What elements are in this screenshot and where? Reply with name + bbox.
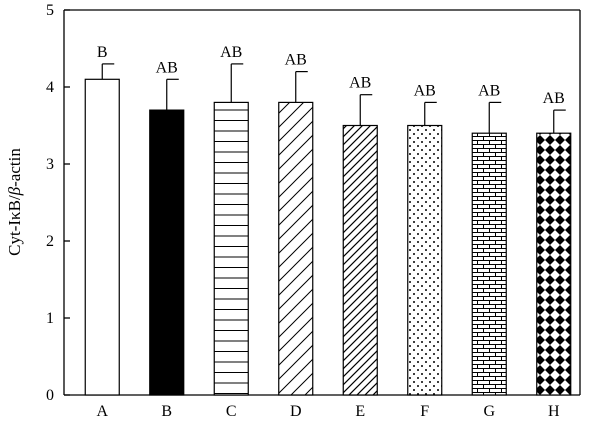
significance-label-E: AB <box>349 75 371 92</box>
bar-D <box>278 101 314 396</box>
significance-label-F: AB <box>414 82 436 99</box>
y-tick-label: 2 <box>46 233 54 250</box>
y-axis-label-suffix: -actin <box>5 148 24 187</box>
error-bars <box>101 63 566 134</box>
x-tick-label: A <box>96 403 108 420</box>
bar-B <box>149 109 185 396</box>
x-ticks: A B C D E F G H <box>96 403 560 420</box>
x-tick-label: E <box>355 403 365 420</box>
y-tick-label: 0 <box>46 387 54 404</box>
y-axis-label: Cyt-IκB/β-actin <box>5 148 24 256</box>
x-tick-label: H <box>548 403 560 420</box>
x-tick-label: F <box>420 403 429 420</box>
significance-label-B: AB <box>156 59 178 76</box>
significance-label-G: AB <box>478 82 500 99</box>
y-tick-label: 3 <box>46 156 54 173</box>
bar-E <box>342 124 378 396</box>
significance-label-C: AB <box>220 44 242 61</box>
significance-label-D: AB <box>285 52 307 69</box>
x-tick-label: G <box>483 403 495 420</box>
bar-H <box>536 132 572 396</box>
y-axis-label-italic: β <box>5 186 24 196</box>
x-tick-label: D <box>290 403 302 420</box>
y-tick-label: 1 <box>46 310 54 327</box>
x-tick-label: B <box>161 403 172 420</box>
bar-F <box>407 124 443 396</box>
y-tick-label: 5 <box>46 2 54 19</box>
significance-label-A: B <box>97 44 108 61</box>
bar-C <box>213 101 249 396</box>
significance-labels: B AB AB AB AB AB AB AB <box>97 44 565 107</box>
bar-G <box>471 132 507 396</box>
bar-A <box>84 78 120 396</box>
significance-label-H: AB <box>543 90 565 107</box>
y-tick-label: 4 <box>46 79 54 96</box>
bars <box>84 78 572 396</box>
y-axis-label-prefix: Cyt-IκB/ <box>5 195 24 256</box>
x-tick-label: C <box>226 403 237 420</box>
y-ticks: 0 1 2 3 4 5 <box>46 2 70 404</box>
